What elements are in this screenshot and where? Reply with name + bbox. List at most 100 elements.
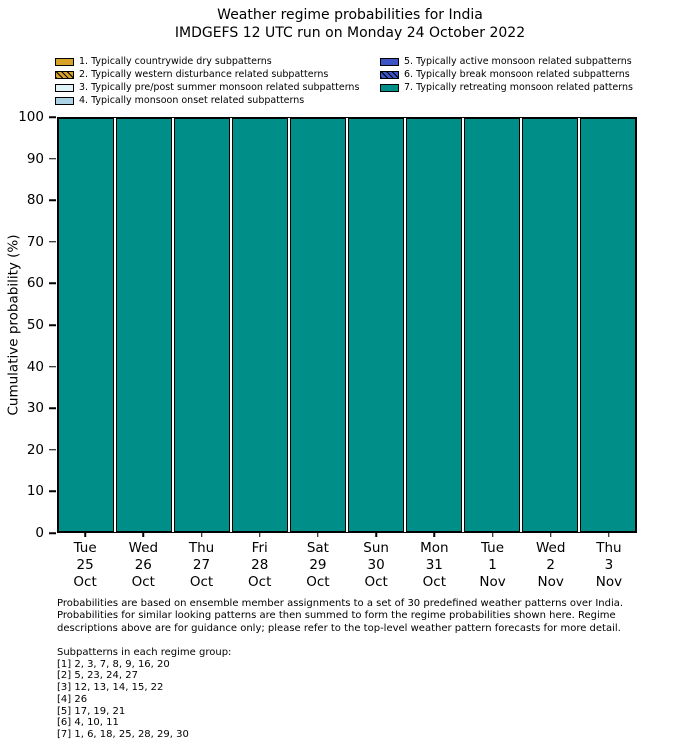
bar-segment bbox=[406, 118, 462, 532]
x-tick-mark bbox=[549, 533, 552, 537]
x-tick-label-day: Wed bbox=[128, 540, 159, 556]
legend-item: 5. Typically active monsoon related subp… bbox=[380, 55, 633, 68]
x-tick-label-day: Sun bbox=[363, 540, 389, 556]
bar-segment bbox=[174, 118, 230, 532]
x-tick-label: Tue 1 Nov bbox=[464, 533, 520, 591]
x-tick-label-date: 29 bbox=[309, 557, 327, 573]
x-tick-label: Thu 27 Oct bbox=[173, 533, 229, 591]
y-tick-label: 0 bbox=[35, 525, 44, 541]
x-tick-label-month: Oct bbox=[422, 574, 446, 590]
legend-item: 7. Typically retreating monsoon related … bbox=[380, 81, 633, 94]
legend-item: 1. Typically countrywide dry subpatterns bbox=[55, 55, 359, 68]
legend-label: 3. Typically pre/post summer monsoon rel… bbox=[79, 82, 360, 93]
y-tick-mark bbox=[49, 407, 56, 409]
subpattern-group-line: [4] 26 bbox=[57, 693, 88, 705]
bars bbox=[58, 118, 636, 532]
x-tick-label: Mon 31 Oct bbox=[406, 533, 462, 591]
subpattern-group-line: [3] 12, 13, 14, 15, 22 bbox=[57, 682, 164, 694]
x-tick-label-date: 3 bbox=[604, 557, 614, 573]
x-tick-label-date: 1 bbox=[488, 557, 497, 573]
legend-column-1: 1. Typically countrywide dry subpatterns… bbox=[55, 55, 359, 107]
x-tick-label-month: Oct bbox=[131, 574, 155, 590]
x-tick-label-date: 26 bbox=[134, 557, 152, 573]
x-tick-label-month: Oct bbox=[248, 574, 272, 590]
x-tick-mark bbox=[142, 533, 145, 537]
bar bbox=[116, 118, 172, 532]
chart-title: Weather regime probabilities for India bbox=[217, 7, 483, 23]
y-tick-mark bbox=[49, 365, 56, 368]
x-tick-label-month: Oct bbox=[189, 574, 214, 590]
x-tick-label-date: 25 bbox=[76, 557, 94, 573]
bar-segment bbox=[464, 118, 520, 532]
legend-swatch bbox=[380, 70, 399, 79]
legend-label: 7. Typically retreating monsoon related … bbox=[404, 82, 633, 93]
legend-item: 6. Typically break monsoon related subpa… bbox=[380, 68, 633, 81]
bar-segment bbox=[116, 118, 172, 532]
legend-item: 4. Typically monsoon onset related subpa… bbox=[55, 94, 359, 107]
subpattern-group-line: [2] 5, 23, 24, 27 bbox=[57, 670, 138, 682]
y-tick-mark bbox=[49, 490, 56, 493]
bar-segment bbox=[290, 118, 346, 532]
y-tick-mark bbox=[49, 324, 56, 326]
x-tick-label-day: Tue bbox=[73, 540, 97, 556]
bar-segment bbox=[580, 118, 636, 532]
x-tick-label-month: Oct bbox=[306, 574, 330, 590]
y-tick-mark bbox=[49, 241, 56, 243]
legend-label: 1. Typically countrywide dry subpatterns bbox=[79, 56, 272, 67]
bar bbox=[290, 118, 346, 532]
x-tick-mark bbox=[258, 533, 261, 537]
bar-segment bbox=[522, 118, 578, 532]
x-tick-label-day: Tue bbox=[480, 540, 505, 556]
y-tick-label: 40 bbox=[26, 358, 44, 375]
legend-swatch bbox=[380, 83, 399, 92]
legend-swatch bbox=[55, 96, 74, 105]
x-tick-label-date: 30 bbox=[367, 557, 385, 573]
y-tick-mark bbox=[49, 282, 56, 285]
bar bbox=[580, 118, 636, 532]
subpattern-group-line: [6] 4, 10, 11 bbox=[57, 717, 119, 729]
legend-swatch bbox=[55, 83, 74, 92]
x-tick-label: Thu 3 Nov bbox=[581, 533, 637, 591]
legend-label: 6. Typically break monsoon related subpa… bbox=[404, 69, 630, 80]
x-tick-mark bbox=[375, 533, 377, 537]
x-tick-label-day: Wed bbox=[536, 540, 566, 556]
legend-label: 2. Typically western disturbance related… bbox=[79, 69, 329, 80]
x-tick-label-day: Sat bbox=[306, 540, 329, 556]
x-tick-label: Fri 28 Oct bbox=[232, 533, 288, 591]
x-tick-label-month: Nov bbox=[537, 574, 564, 590]
x-tick-label: Wed 26 Oct bbox=[115, 533, 171, 591]
bar bbox=[406, 118, 462, 532]
x-tick-label: Sat 29 Oct bbox=[290, 533, 346, 591]
x-tick-label-day: Thu bbox=[596, 540, 622, 556]
y-tick-label: 70 bbox=[26, 233, 44, 250]
y-tick-label: 50 bbox=[26, 317, 44, 333]
x-tick-label-date: 28 bbox=[251, 557, 269, 573]
x-tick-mark bbox=[491, 533, 494, 537]
subpattern-group-line: [1] 2, 3, 7, 8, 9, 16, 20 bbox=[57, 658, 170, 670]
x-tick-label: Sun 30 Oct bbox=[348, 533, 404, 591]
y-tick-label: 90 bbox=[26, 150, 44, 167]
subpatterns-heading: Subpatterns in each regime group: bbox=[57, 647, 232, 658]
y-axis-ticks: 0 10 20 30 40 50 60 70 80 90 100 bbox=[0, 109, 57, 541]
x-tick-label-month: Nov bbox=[479, 574, 506, 590]
y-tick-label: 80 bbox=[26, 192, 44, 209]
footnote-line: Probabilities are based on ensemble memb… bbox=[57, 598, 624, 609]
y-tick-label: 20 bbox=[26, 441, 44, 458]
y-tick-mark bbox=[49, 116, 56, 118]
bar-segment bbox=[348, 118, 404, 532]
legend-column-2: 5. Typically active monsoon related subp… bbox=[380, 55, 633, 94]
bar bbox=[348, 118, 404, 532]
x-tick-mark bbox=[608, 533, 610, 537]
footnote-line: Probabilities for similar looking patter… bbox=[57, 610, 616, 622]
x-tick-label-day: Fri bbox=[251, 540, 268, 556]
legend-label: 5. Typically active monsoon related subp… bbox=[404, 56, 632, 67]
legend-label: 4. Typically monsoon onset related subpa… bbox=[79, 95, 305, 106]
legend-item: 2. Typically western disturbance related… bbox=[55, 68, 359, 81]
x-tick-label-month: Oct bbox=[73, 574, 97, 590]
x-tick-mark bbox=[200, 533, 203, 537]
bar bbox=[174, 118, 230, 532]
y-tick-label: 10 bbox=[26, 483, 44, 500]
y-tick-mark bbox=[49, 532, 56, 534]
legend-swatch bbox=[55, 70, 74, 79]
